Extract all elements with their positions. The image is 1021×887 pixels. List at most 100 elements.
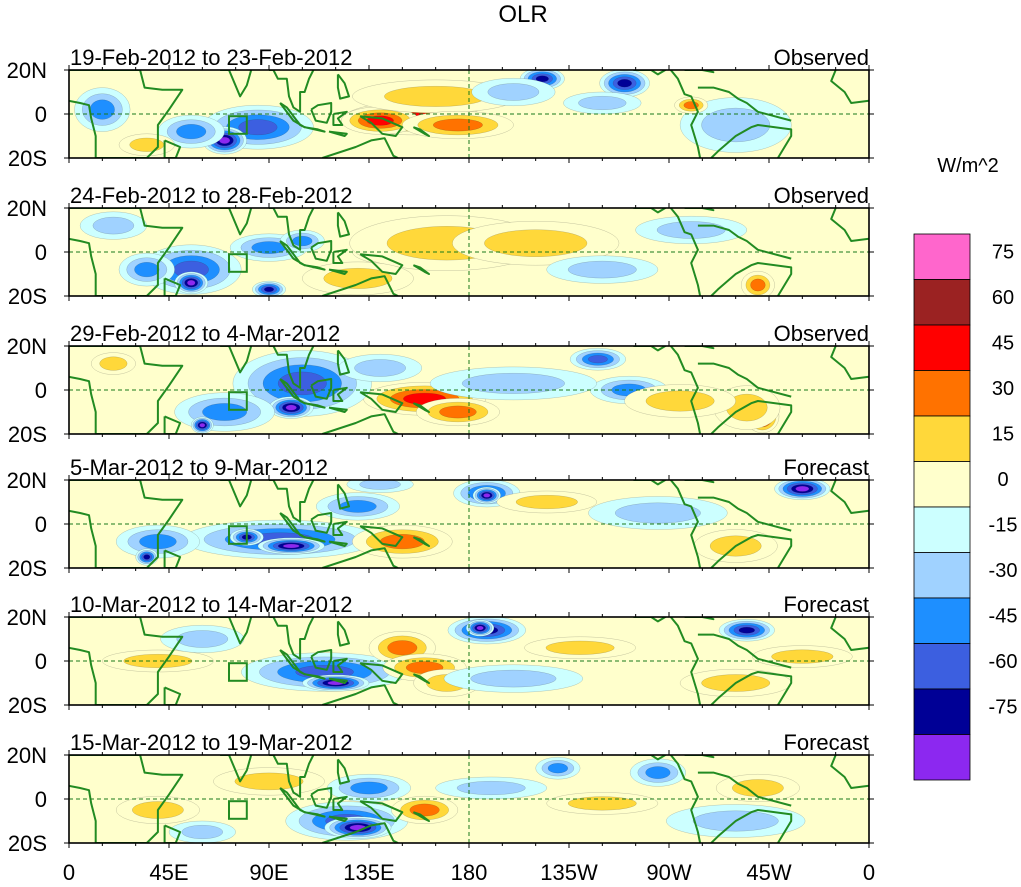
coastlines: [69, 346, 869, 434]
coastline: [684, 208, 715, 212]
olr-anomaly-contour: [238, 119, 278, 136]
panel-date-range: 10-Mar-2012 to 14-Mar-2012: [70, 592, 352, 617]
coastline-island: [228, 662, 248, 682]
coastline: [220, 755, 253, 783]
y-tick-label: 20N: [7, 58, 47, 83]
x-tick-label: 0: [63, 860, 75, 885]
olr-anomaly-contour: [771, 649, 834, 664]
coastline: [328, 130, 348, 137]
olr-anomaly-contour: [432, 118, 483, 132]
panel-type-label: Observed: [774, 45, 869, 70]
olr-anomaly-contour: [384, 86, 488, 107]
coastline: [830, 617, 869, 651]
coastline: [279, 512, 306, 539]
panel-date-range: 29-Feb-2012 to 4-Mar-2012: [70, 321, 340, 346]
x-tick-label: 45W: [746, 860, 791, 885]
coastline: [336, 73, 350, 100]
coastline: [310, 787, 333, 809]
coastline-island: [228, 525, 248, 545]
y-tick-label: 0: [35, 378, 47, 403]
coastline: [310, 240, 333, 262]
olr-anomaly-contour: [578, 95, 627, 110]
olr-anomaly-contour: [470, 669, 557, 688]
coastline: [279, 649, 306, 676]
coastline: [321, 137, 399, 158]
olr-anomaly-contour: [264, 286, 275, 293]
olr-anomaly-contour: [439, 405, 477, 419]
y-tick-label: 20S: [8, 284, 47, 309]
coastline: [328, 677, 348, 684]
coastline: [269, 70, 315, 113]
y-tick-label: 20S: [8, 693, 47, 718]
colorbar-swatch: [913, 461, 971, 508]
coastline: [412, 264, 430, 275]
x-tick-label: 45E: [149, 860, 188, 885]
colorbar-label: -30: [989, 560, 1018, 582]
olr-anomaly-contour: [750, 278, 766, 292]
y-tick-label: 20N: [7, 468, 47, 493]
y-tick-label: 0: [35, 102, 47, 127]
olr-anomaly-contour: [545, 640, 615, 655]
y-tick-label: 20S: [8, 831, 47, 856]
coastline: [332, 110, 348, 126]
olr-anomaly-contour: [567, 796, 637, 811]
coastline: [321, 684, 399, 705]
olr-anomaly-contour: [515, 495, 578, 510]
coastline: [269, 755, 315, 798]
y-tick-label: 20N: [7, 743, 47, 768]
colorbar-swatch: [913, 233, 971, 280]
x-tick-label: 90W: [646, 860, 691, 885]
coastline: [328, 268, 348, 275]
olr-anomaly-contour: [461, 372, 565, 394]
map-panel: 20N 0 20S 24-Feb-2012 to 28-Feb-2012 Observe…: [7, 183, 874, 309]
coastline: [359, 800, 404, 822]
coastline-island: [228, 253, 248, 273]
coastline: [684, 755, 715, 759]
olr-anomaly-contour: [234, 772, 304, 791]
map-panels: 20N 0 20S 19-Feb-2012 to 23-Feb-2012 Observe…: [7, 45, 874, 856]
olr-anomaly-contour: [292, 235, 313, 247]
coastline: [336, 620, 350, 647]
coastline: [830, 755, 869, 789]
coastline: [359, 253, 404, 275]
panel-date-range: 5-Mar-2012 to 9-Mar-2012: [70, 455, 328, 480]
coastline: [163, 549, 182, 568]
coastline: [304, 536, 326, 543]
olr-anomaly-contour: [99, 356, 128, 371]
coastline: [710, 809, 793, 843]
olr-anomaly-contour: [487, 83, 540, 101]
x-tick-label: 135W: [540, 860, 598, 885]
colorbar-label: -15: [989, 515, 1018, 537]
coastline: [336, 211, 350, 238]
coastline: [359, 115, 404, 137]
x-tick-label: 180: [451, 860, 488, 885]
coastline: [304, 264, 326, 271]
olr-anomaly-contour: [282, 543, 300, 549]
olr-anomaly-contour: [123, 654, 193, 669]
x-tick-label: 90E: [249, 860, 288, 885]
olr-anomaly-contour: [199, 423, 206, 428]
colorbar-swatch: [913, 324, 971, 371]
coastline: [412, 536, 430, 547]
olr-anomaly-contour: [547, 763, 568, 774]
y-tick-label: 0: [35, 240, 47, 265]
olr-anomaly-contour: [350, 781, 388, 795]
olr-anomaly-contour: [483, 493, 491, 498]
olr-anomaly-contour: [202, 403, 248, 421]
colorbar-label: 75: [992, 242, 1014, 264]
y-tick-label: 20S: [8, 422, 47, 447]
y-tick-label: 20N: [7, 334, 47, 359]
coastline: [163, 415, 182, 434]
olr-anomaly-contour: [387, 640, 418, 656]
coastline: [332, 386, 348, 402]
coastline: [697, 86, 792, 122]
coastline: [710, 124, 793, 158]
colorbar-label: -60: [989, 651, 1018, 673]
coastline: [220, 70, 253, 98]
coastline: [332, 248, 348, 264]
x-axis: 0 45E 90E 135E 180 135W 90W 45W 0: [63, 860, 875, 885]
coastline: [633, 70, 702, 158]
coastline: [321, 547, 399, 568]
coastline: [279, 378, 306, 405]
